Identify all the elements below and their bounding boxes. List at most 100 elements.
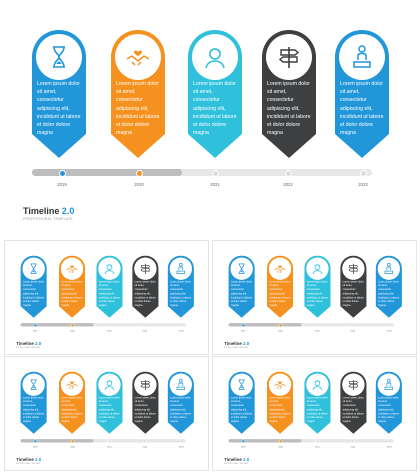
slide-subtitle: PROFESSIONAL TEMPLATE (23, 217, 73, 221)
title-text: Timeline (224, 457, 242, 462)
milestone-card: Lorem ipsum dolor sit amet, consectetur … (167, 371, 194, 434)
slide-title: Timeline 2.0 (224, 457, 249, 462)
handshake-heart-icon (274, 381, 286, 389)
handshake-heart-icon (274, 265, 286, 273)
milestone-card: Lorem ipsum dolor sit amet, consectetur … (335, 30, 389, 158)
card-icon-circle (98, 373, 121, 396)
milestone-card: Lorem ipsum dolor sit amet, consectetur … (58, 255, 86, 318)
year-label: 2023 (358, 182, 368, 187)
card-icon-circle (306, 373, 329, 396)
signpost-icon (278, 47, 300, 68)
hourglass-icon (30, 379, 37, 390)
timeline-dot (387, 439, 392, 443)
card-icon-circle (230, 257, 253, 280)
timeline-bar (32, 169, 372, 176)
slide-subtitle: PROFESSIONAL TEMPLATE (224, 462, 249, 465)
card-icon-circle (22, 373, 45, 396)
year-label: 2020 (70, 329, 75, 332)
timeline-dot (315, 439, 320, 443)
timeline-dot (33, 439, 38, 443)
year-label: 2020 (70, 445, 75, 448)
timeline-dot (279, 323, 283, 327)
card-icon-circle (266, 34, 312, 80)
year-label: 2019 (240, 329, 246, 332)
year-label: 2021 (107, 445, 112, 448)
year-label: 2021 (315, 329, 320, 332)
slide-title: Timeline 2.0 (224, 341, 249, 346)
card-text: Lorem ipsum dolor sit amet, consectetur … (37, 81, 81, 137)
card-icon-circle (192, 34, 238, 80)
timeline-dot (241, 323, 246, 327)
person-avatar-icon (312, 264, 323, 275)
slide-title: Timeline 2.0 (16, 341, 41, 346)
card-icon-circle (22, 257, 45, 280)
card-icon-circle (342, 373, 365, 396)
person-avatar-icon (205, 48, 225, 69)
person-podium-icon (353, 45, 371, 68)
milestone-card: Lorem ipsum dolor sit amet, consectetur … (262, 30, 316, 158)
card-text: Lorem ipsum dolor sit amet, consectetur … (134, 280, 156, 308)
timeline-dot (179, 439, 184, 443)
timeline-dot (387, 323, 392, 327)
card-icon-circle (377, 257, 400, 280)
card-icon-circle (268, 373, 292, 396)
year-label: 2023 (178, 329, 184, 332)
card-text: Lorem ipsum dolor sit amet, consectetur … (22, 396, 45, 424)
milestone-card: Lorem ipsum dolor sit amet, consectetur … (304, 371, 331, 434)
person-avatar-icon (104, 380, 115, 391)
milestone-card: Lorem ipsum dolor sit amet, consectetur … (228, 255, 255, 318)
timeline-dot (351, 323, 355, 327)
slide-subtitle: PROFESSIONAL TEMPLATE (16, 346, 41, 349)
slide-title: Timeline 2.0 (23, 206, 74, 216)
milestone-card: Lorem ipsum dolor sit amet, consectetur … (111, 30, 165, 158)
hourglass-icon (30, 263, 37, 274)
timeline-dot (107, 439, 112, 443)
slide-thumbnail-4[interactable]: Lorem ipsum dolor sit amet, consectetur … (212, 356, 417, 471)
timeline-progress-fill (20, 439, 94, 443)
slide-thumbnail-3[interactable]: Lorem ipsum dolor sit amet, consectetur … (4, 356, 209, 471)
year-label: 2023 (178, 445, 184, 448)
timeline-dot (360, 170, 367, 177)
title-text: Timeline (23, 206, 60, 216)
card-text: Lorem ipsum dolor sit amet, consectetur … (193, 81, 237, 137)
timeline-bar (20, 439, 186, 443)
slide-thumbnail-2[interactable]: Lorem ipsum dolor sit amet, consectetur … (212, 240, 417, 355)
handshake-heart-icon (66, 381, 78, 389)
card-text: Lorem ipsum dolor sit amet, consectetur … (170, 280, 192, 308)
year-label: 2021 (107, 329, 112, 332)
timeline-dot (71, 323, 75, 327)
handshake-heart-icon (126, 50, 150, 66)
card-icon-circle (169, 373, 192, 396)
card-text: Lorem ipsum dolor sit amet, consectetur … (230, 396, 253, 424)
year-label: 2019 (57, 182, 67, 187)
card-text: Lorem ipsum dolor sit amet, consectetur … (98, 280, 120, 308)
card-text: Lorem ipsum dolor sit amet, consectetur … (378, 396, 400, 424)
person-podium-icon (384, 262, 394, 274)
timeline-dot (279, 439, 283, 443)
person-avatar-icon (312, 380, 323, 391)
milestone-card: Lorem ipsum dolor sit amet, consectetur … (32, 30, 86, 158)
title-version: 2.0 (61, 206, 75, 216)
timeline-progress-fill (228, 323, 302, 327)
timeline-progress-fill (32, 169, 182, 176)
title-text: Timeline (16, 341, 34, 346)
card-icon-circle (60, 373, 84, 396)
year-label: 2019 (240, 445, 246, 448)
card-icon-circle (339, 34, 385, 80)
timeline-dot (59, 170, 66, 177)
card-text: Lorem ipsum dolor sit amet, consectetur … (98, 396, 120, 424)
slide-subtitle: PROFESSIONAL TEMPLATE (224, 346, 249, 349)
card-icon-circle (268, 257, 292, 280)
year-label: 2020 (278, 329, 283, 332)
card-icon-circle (115, 34, 161, 80)
slide-thumbnail-1[interactable]: Lorem ipsum dolor sit amet, consectetur … (4, 240, 209, 355)
signpost-icon (140, 263, 151, 275)
year-label: 2019 (32, 329, 38, 332)
milestone-card: Lorem ipsum dolor sit amet, consectetur … (20, 371, 47, 434)
card-text: Lorem ipsum dolor sit amet, consectetur … (306, 396, 328, 424)
slide-title: Timeline 2.0 (16, 457, 41, 462)
title-version: 2.0 (35, 341, 42, 346)
card-text: Lorem ipsum dolor sit amet, consectetur … (340, 81, 384, 137)
milestone-card: Lorem ipsum dolor sit amet, consectetur … (340, 255, 367, 318)
milestone-card: Lorem ipsum dolor sit amet, consectetur … (58, 371, 86, 434)
